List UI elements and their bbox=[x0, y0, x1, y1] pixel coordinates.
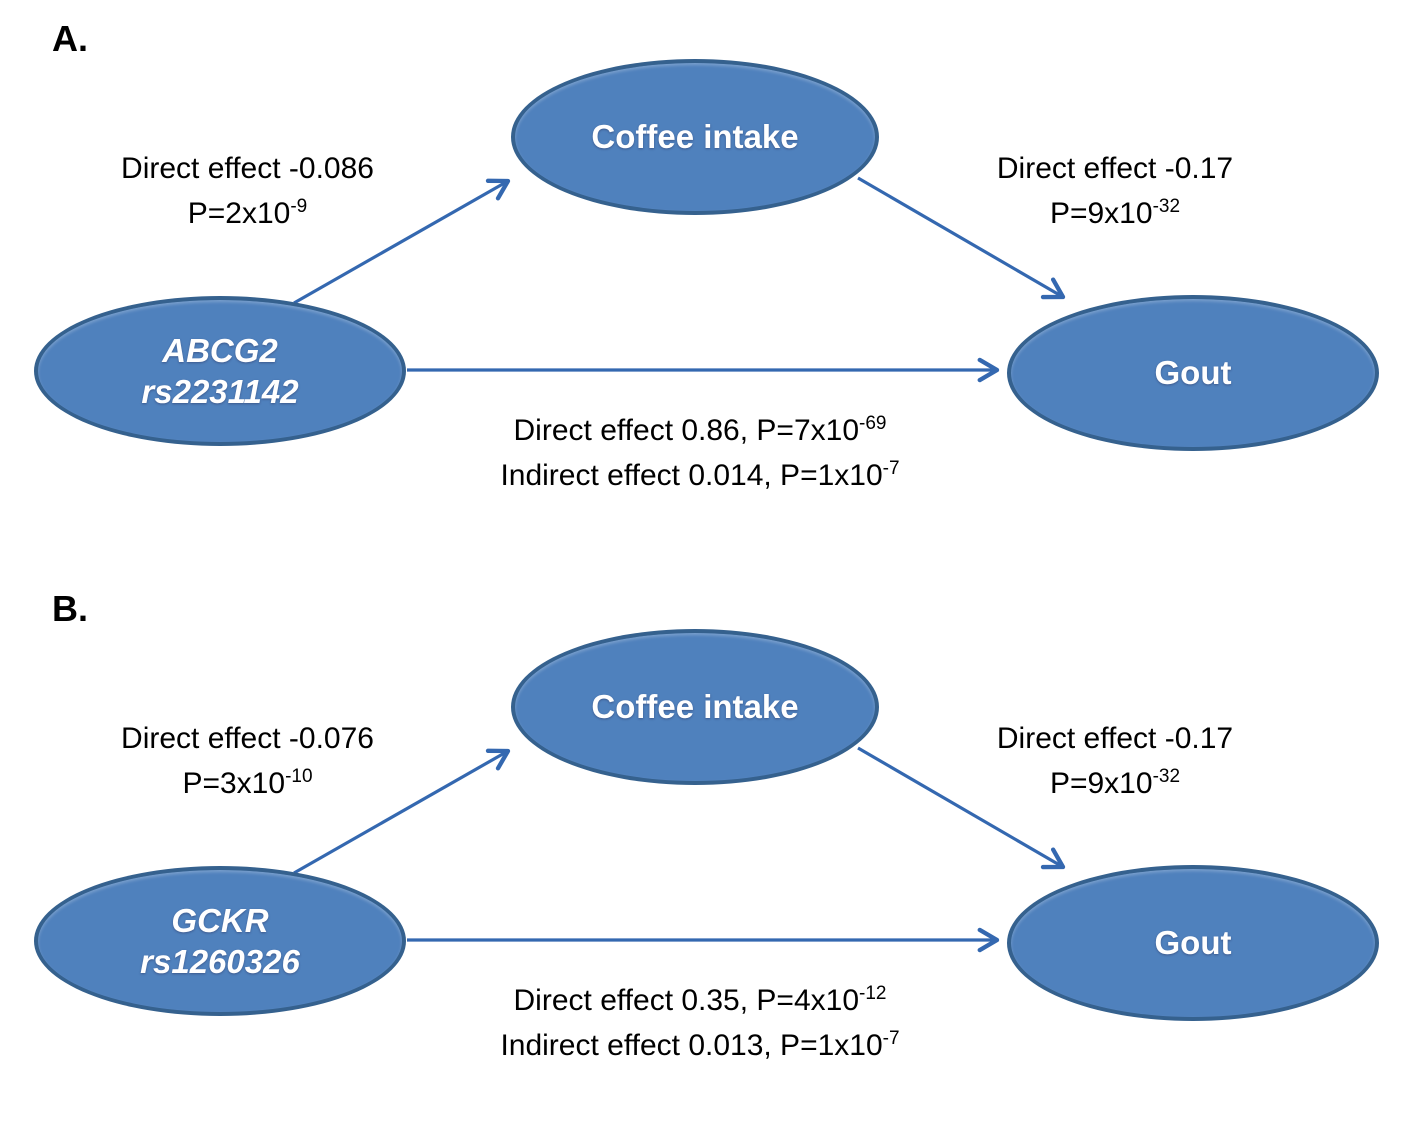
direct-effect-line: Direct effect 0.35, P=4x10-12 bbox=[513, 983, 887, 1017]
node-gout-a-label: Gout bbox=[1154, 354, 1232, 392]
annotation-exposure-mediator-b: Direct effect -0.076 P=3x10-10 bbox=[55, 716, 440, 806]
annotation-exposure-mediator-a: Direct effect -0.086 P=2x10-9 bbox=[55, 146, 440, 236]
node-coffee-intake-b-label: Coffee intake bbox=[591, 688, 799, 726]
panel-b-label: B. bbox=[52, 588, 88, 629]
annotation-exposure-outcome-b: Direct effect 0.35, P=4x10-12 Indirect e… bbox=[400, 978, 1000, 1068]
pvalue-line: P=3x10-10 bbox=[182, 766, 313, 800]
annotation-mediator-outcome-a: Direct effect -0.17 P=9x10-32 bbox=[930, 146, 1300, 236]
snp-id-a: rs2231142 bbox=[141, 373, 299, 410]
annotation-exposure-outcome-a: Direct effect 0.86, P=7x10-69 Indirect e… bbox=[400, 408, 1000, 498]
node-gout-a: Gout bbox=[1007, 295, 1379, 451]
pvalue-line: P=2x10-9 bbox=[187, 196, 308, 230]
panel-a: A. Coffee intake ABCG2 rs2231142 Gout Di… bbox=[34, 18, 1379, 498]
direct-effect-line: Direct effect 0.86, P=7x10-69 bbox=[513, 413, 887, 447]
effect-line: Direct effect -0.076 bbox=[121, 722, 374, 755]
node-coffee-intake-a-label: Coffee intake bbox=[591, 118, 799, 156]
indirect-effect-line: Indirect effect 0.013, P=1x10-7 bbox=[500, 1028, 900, 1062]
effect-line: Direct effect -0.086 bbox=[121, 152, 374, 185]
annotation-mediator-outcome-b: Direct effect -0.17 P=9x10-32 bbox=[930, 716, 1300, 806]
indirect-effect-line: Indirect effect 0.014, P=1x10-7 bbox=[500, 458, 900, 492]
gene-name-b: GCKR bbox=[171, 901, 269, 939]
node-abcg2-rs2231142: ABCG2 rs2231142 bbox=[34, 296, 406, 446]
node-gout-b-label: Gout bbox=[1154, 924, 1232, 962]
pvalue-line: P=9x10-32 bbox=[1049, 766, 1181, 800]
node-gckr-rs1260326: GCKR rs1260326 bbox=[34, 866, 406, 1016]
node-coffee-intake-b: Coffee intake bbox=[511, 629, 879, 785]
pvalue-line: P=9x10-32 bbox=[1049, 196, 1181, 230]
node-gout-b: Gout bbox=[1007, 865, 1379, 1021]
gene-name-a: ABCG2 bbox=[162, 331, 278, 369]
snp-id-b: rs1260326 bbox=[140, 943, 300, 980]
effect-line: Direct effect -0.17 bbox=[996, 722, 1234, 755]
panel-a-label: A. bbox=[52, 18, 88, 59]
panel-b: B. Coffee intake GCKR rs1260326 Gout Dir… bbox=[0, 570, 1417, 1128]
node-coffee-intake-a: Coffee intake bbox=[511, 59, 879, 215]
effect-line: Direct effect -0.17 bbox=[996, 152, 1234, 185]
